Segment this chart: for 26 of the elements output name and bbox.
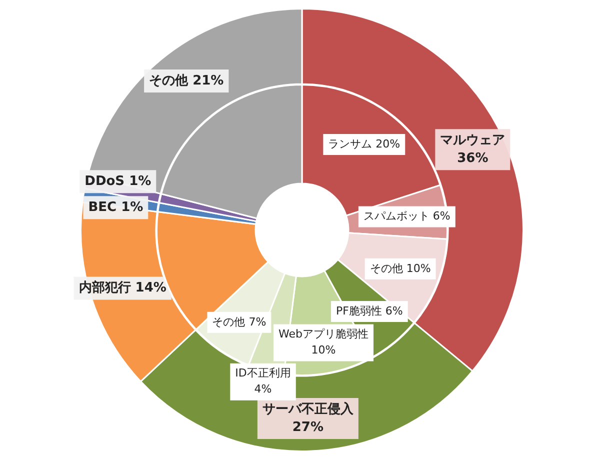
data-label: 1% [129,174,152,190]
data-label: 10% [311,344,336,357]
slice-label: マルウェア [440,133,506,148]
data-label: 14% [135,280,166,296]
data-label: 21% [192,73,224,88]
data-label: 4% [254,382,272,396]
slice-label: その他 [149,73,190,88]
slice-label: スパムボット [363,210,430,223]
slice-label: ランサム [328,137,372,150]
slice-label: その他 [370,262,403,275]
data-label: 6% [385,304,403,318]
data-label: 1% [121,200,144,216]
data-label: 7% [248,315,266,328]
data-label: 27% [292,420,324,435]
slice-label: その他 [212,315,246,328]
data-label: 10% [406,262,431,275]
slice-label: BEC [88,200,117,216]
data-label: 36% [457,151,488,166]
slice-label: Webアプリ脆弱性 [278,328,368,341]
slice-label: ID不正利用 [235,366,291,380]
data-label: 20% [376,137,400,150]
slice-label: PF脆弱性 [336,304,382,318]
slice-label: サーバ不正侵入 [262,400,354,417]
slice-label: 内部犯行 [78,280,131,296]
slice-label: DDoS [84,174,125,190]
data-label: 6% [432,210,450,223]
